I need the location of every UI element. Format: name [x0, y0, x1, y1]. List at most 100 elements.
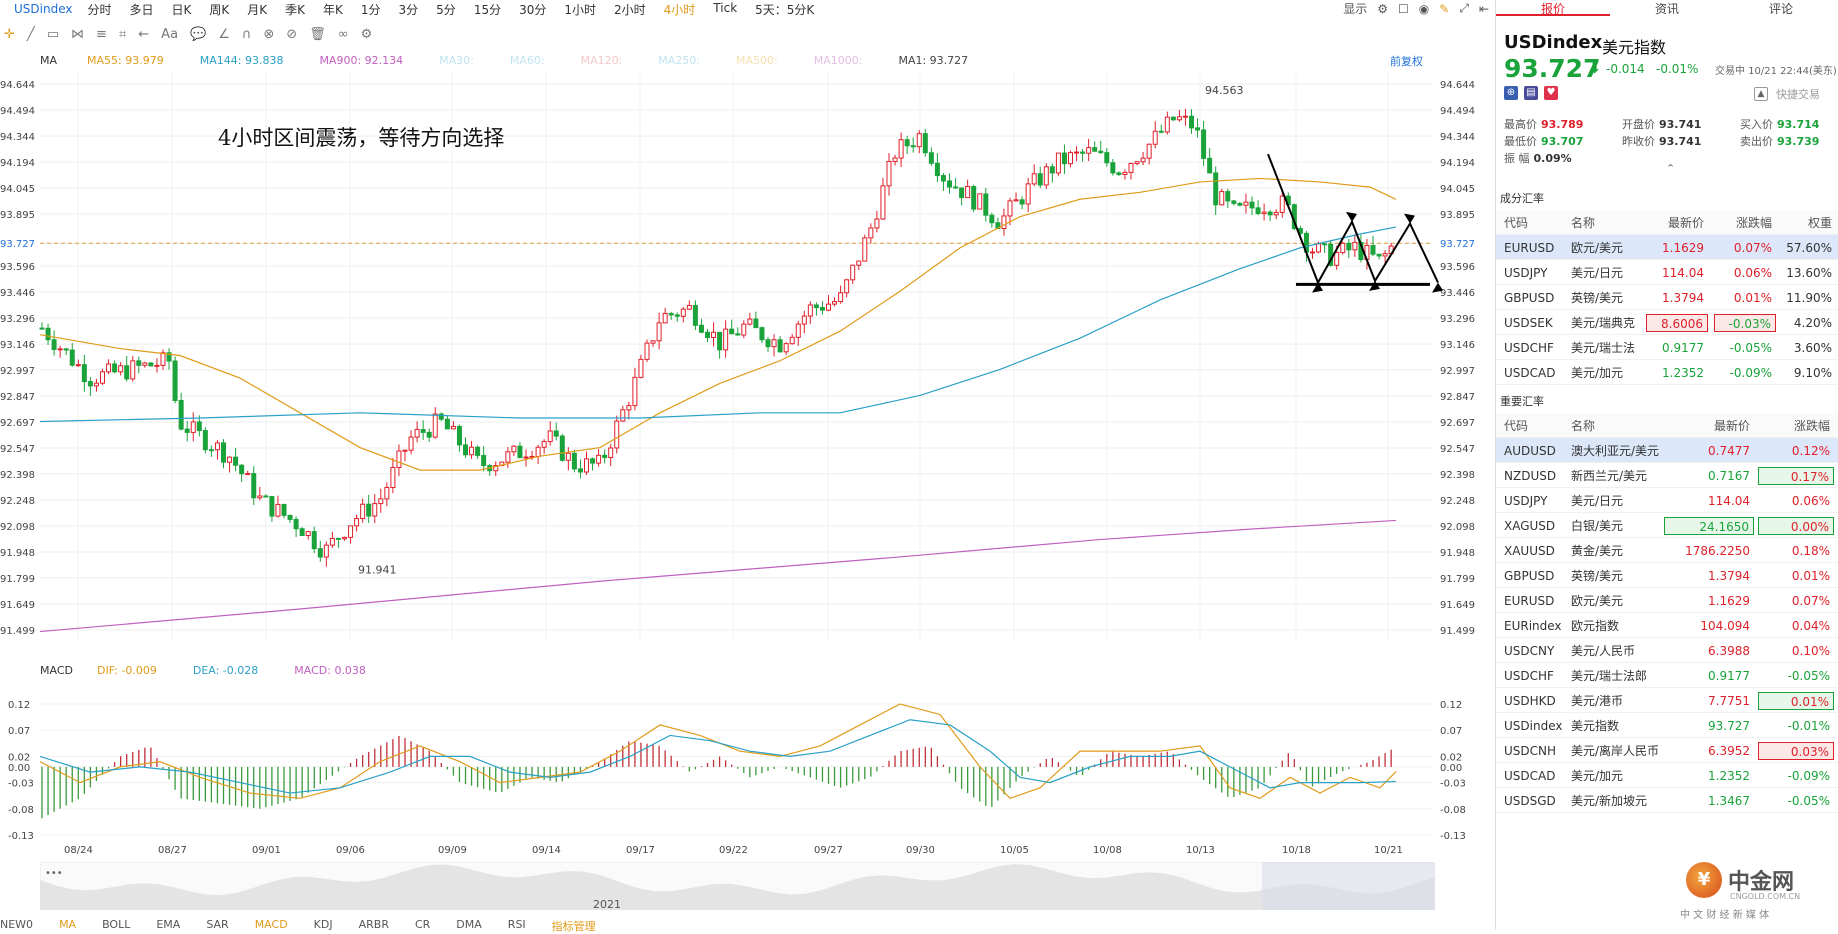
channel-tool-icon[interactable]: ⌗ [118, 26, 127, 42]
lock-icon[interactable]: ⊗ [263, 26, 275, 42]
indicator-tab-7[interactable]: ARBR [358, 918, 389, 931]
macd-chart[interactable]: 0.12 0.120.07 0.070.02 0.020.00 0.00-0.03 -0.… [0, 680, 1495, 860]
indicator-tab-1[interactable]: MA [59, 918, 77, 931]
indicator-tab-0[interactable]: NEW0 [0, 918, 34, 931]
table-row[interactable]: GBPUSD 英镑/美元 1.3794 0.01% [1496, 563, 1838, 588]
timeframe-6[interactable]: 年K [323, 2, 343, 17]
tab-quote[interactable]: 报价 [1496, 0, 1610, 16]
table-row[interactable]: USDSEK 美元/瑞典克 8.6006 -0.03% 4.20% [1496, 310, 1838, 335]
timeframe-1[interactable]: 多日 [129, 2, 154, 17]
arrow-tool-icon[interactable]: ← [138, 26, 150, 42]
indicator-tab-4[interactable]: SAR [206, 918, 229, 931]
candle-body [1013, 199, 1019, 202]
table-row[interactable]: AUDUSD 澳大利亚元/美元 0.7477 0.12% [1496, 438, 1838, 463]
price-cell: 1.3467 [1708, 794, 1750, 808]
timeframe-11[interactable]: 30分 [519, 2, 547, 17]
table-row[interactable]: USDCNY 美元/人民币 6.3988 0.10% [1496, 638, 1838, 663]
text-tool-icon[interactable]: Aa [161, 26, 179, 42]
camera-icon[interactable]: ◉ [1418, 1, 1430, 16]
table-row[interactable]: EURUSD 欧元/美元 1.1629 0.07% 57.60% [1496, 235, 1838, 260]
pencil-icon[interactable]: ✎ [1439, 1, 1450, 16]
display-menu[interactable]: 显示 [1343, 2, 1368, 16]
table-row[interactable]: USDCHF 美元/瑞士法 0.9177 -0.05% 3.60% [1496, 335, 1838, 360]
timeframe-13[interactable]: 2小时 [614, 2, 646, 17]
timeframe-16[interactable]: 5天：5分K [755, 2, 815, 17]
indicator-tab-10[interactable]: RSI [507, 918, 526, 931]
price-cell: 1.2352 [1708, 769, 1750, 783]
link-icon[interactable]: ∞ [337, 26, 349, 42]
hline-tool-icon[interactable]: ≡ [96, 26, 107, 42]
timeframe-8[interactable]: 3分 [398, 2, 419, 17]
macd-indicator-label[interactable]: MACD [40, 663, 73, 677]
price-tick-right: 92.248 [1440, 496, 1475, 507]
table-row[interactable]: USDHKD 美元/港币 7.7751 0.01% [1496, 688, 1838, 713]
expand-icon[interactable]: ⤢ [1459, 1, 1469, 15]
hide-icon[interactable]: ⊘ [286, 26, 298, 42]
timeframe-7[interactable]: 1分 [360, 2, 381, 17]
indicator-tab-11[interactable]: 指标管理 [551, 920, 596, 933]
settings-icon[interactable]: ⚙ [360, 26, 373, 42]
indicator-tab-3[interactable]: EMA [156, 918, 181, 931]
fib-tool-icon[interactable]: ⋈ [71, 26, 85, 42]
candle-body [922, 133, 928, 154]
symbol-label[interactable]: USDindex [14, 2, 73, 16]
chevron-up-icon[interactable]: ⌃ [1666, 162, 1676, 175]
timeframe-9[interactable]: 5分 [436, 2, 456, 17]
table-row[interactable]: USDCNH 美元/离岸人民币 6.3952 0.03% [1496, 738, 1838, 763]
timeframe-10[interactable]: 15分 [473, 2, 502, 17]
magnet-icon[interactable]: ∩ [241, 26, 252, 42]
table-row[interactable]: USDSGD 美元/新加坡元 1.3467 -0.05% [1496, 788, 1838, 813]
note-icon[interactable]: ▤ [1524, 86, 1538, 100]
table-row[interactable]: EURindex 欧元指数 104.094 0.04% [1496, 613, 1838, 638]
ruler-icon[interactable]: ∠ [218, 26, 230, 42]
table-row[interactable]: XAGUSD 白银/美元 24.1650 0.00% [1496, 513, 1838, 538]
navigator[interactable]: ••• [40, 862, 1435, 910]
line-tool-icon[interactable]: ╱ [26, 26, 35, 42]
timeframe-3[interactable]: 周K [209, 2, 230, 17]
heart-icon[interactable]: ♥ [1544, 86, 1558, 100]
restore-label[interactable]: 前复权 [1390, 55, 1423, 68]
table-row[interactable]: USDindex 美元指数 93.727 -0.01% [1496, 713, 1838, 738]
table-row[interactable]: XAUUSD 黄金/美元 1786.2250 0.18% [1496, 538, 1838, 563]
table-row[interactable]: USDJPY 美元/日元 114.04 0.06% [1496, 488, 1838, 513]
quick-trade-button[interactable]: 快捷交易 [1776, 88, 1820, 101]
timeframe-5[interactable]: 季K [285, 2, 306, 17]
table-row[interactable]: USDCAD 美元/加元 1.2352 -0.09% 9.10% [1496, 360, 1838, 385]
indicator-tab-8[interactable]: CR [414, 918, 431, 931]
header-cell: 名称 [1571, 419, 1596, 433]
table-row[interactable]: USDCAD 美元/加元 1.2352 -0.09% [1496, 763, 1838, 788]
layout-icon[interactable]: ☐ [1398, 1, 1409, 16]
candle-body [148, 362, 154, 367]
ma-indicator-label[interactable]: MA [40, 53, 58, 67]
indicator-tab-6[interactable]: KDJ [313, 918, 333, 931]
timeframe-4[interactable]: 月K [247, 2, 268, 17]
indicator-tab-5[interactable]: MACD [254, 918, 288, 931]
candle-body [1237, 202, 1243, 206]
collapse-icon[interactable]: ⇤ [1478, 1, 1489, 16]
timeframe-15[interactable]: Tick [713, 0, 738, 15]
price-chart[interactable]: 94.644 94.644 94.494 94.494 94.344 94.344 94.1… [0, 70, 1495, 660]
timeframe-2[interactable]: 日K [171, 2, 192, 17]
crosshair-icon[interactable]: ✛ [4, 26, 15, 42]
delete-icon[interactable]: 🗑 [309, 26, 326, 42]
table-row[interactable]: GBPUSD 英镑/美元 1.3794 0.01% 11.90% [1496, 285, 1838, 310]
change-cell: 0.07% [1791, 594, 1830, 608]
comment-tool-icon[interactable]: 💬 [190, 26, 207, 42]
timeframe-12[interactable]: 1小时 [564, 2, 597, 17]
bell-icon[interactable]: ▲ [1754, 87, 1768, 101]
globe-icon[interactable]: ⊕ [1504, 86, 1518, 100]
indicator-tab-2[interactable]: BOLL [102, 918, 131, 931]
table-row[interactable]: USDCHF 美元/瑞士法郎 0.9177 -0.05% [1496, 663, 1838, 688]
timeframe-0[interactable]: 分时 [87, 2, 112, 17]
table-row[interactable]: USDJPY 美元/日元 114.04 0.06% 13.60% [1496, 260, 1838, 285]
candle-body [692, 304, 698, 326]
table-row[interactable]: EURUSD 欧元/美元 1.1629 0.07% [1496, 588, 1838, 613]
timeframe-14[interactable]: 4小时 [663, 2, 696, 17]
tab-news[interactable]: 资讯 [1654, 2, 1679, 16]
gear-icon[interactable]: ⚙ [1377, 1, 1389, 16]
shape-tool-icon[interactable]: ▭ [46, 26, 60, 42]
table-row[interactable]: NZDUSD 新西兰元/美元 0.7167 0.17% [1496, 463, 1838, 488]
indicator-tab-9[interactable]: DMA [456, 918, 482, 931]
tab-comments[interactable]: 评论 [1768, 2, 1793, 16]
header-cell: 权重 [1807, 216, 1832, 230]
